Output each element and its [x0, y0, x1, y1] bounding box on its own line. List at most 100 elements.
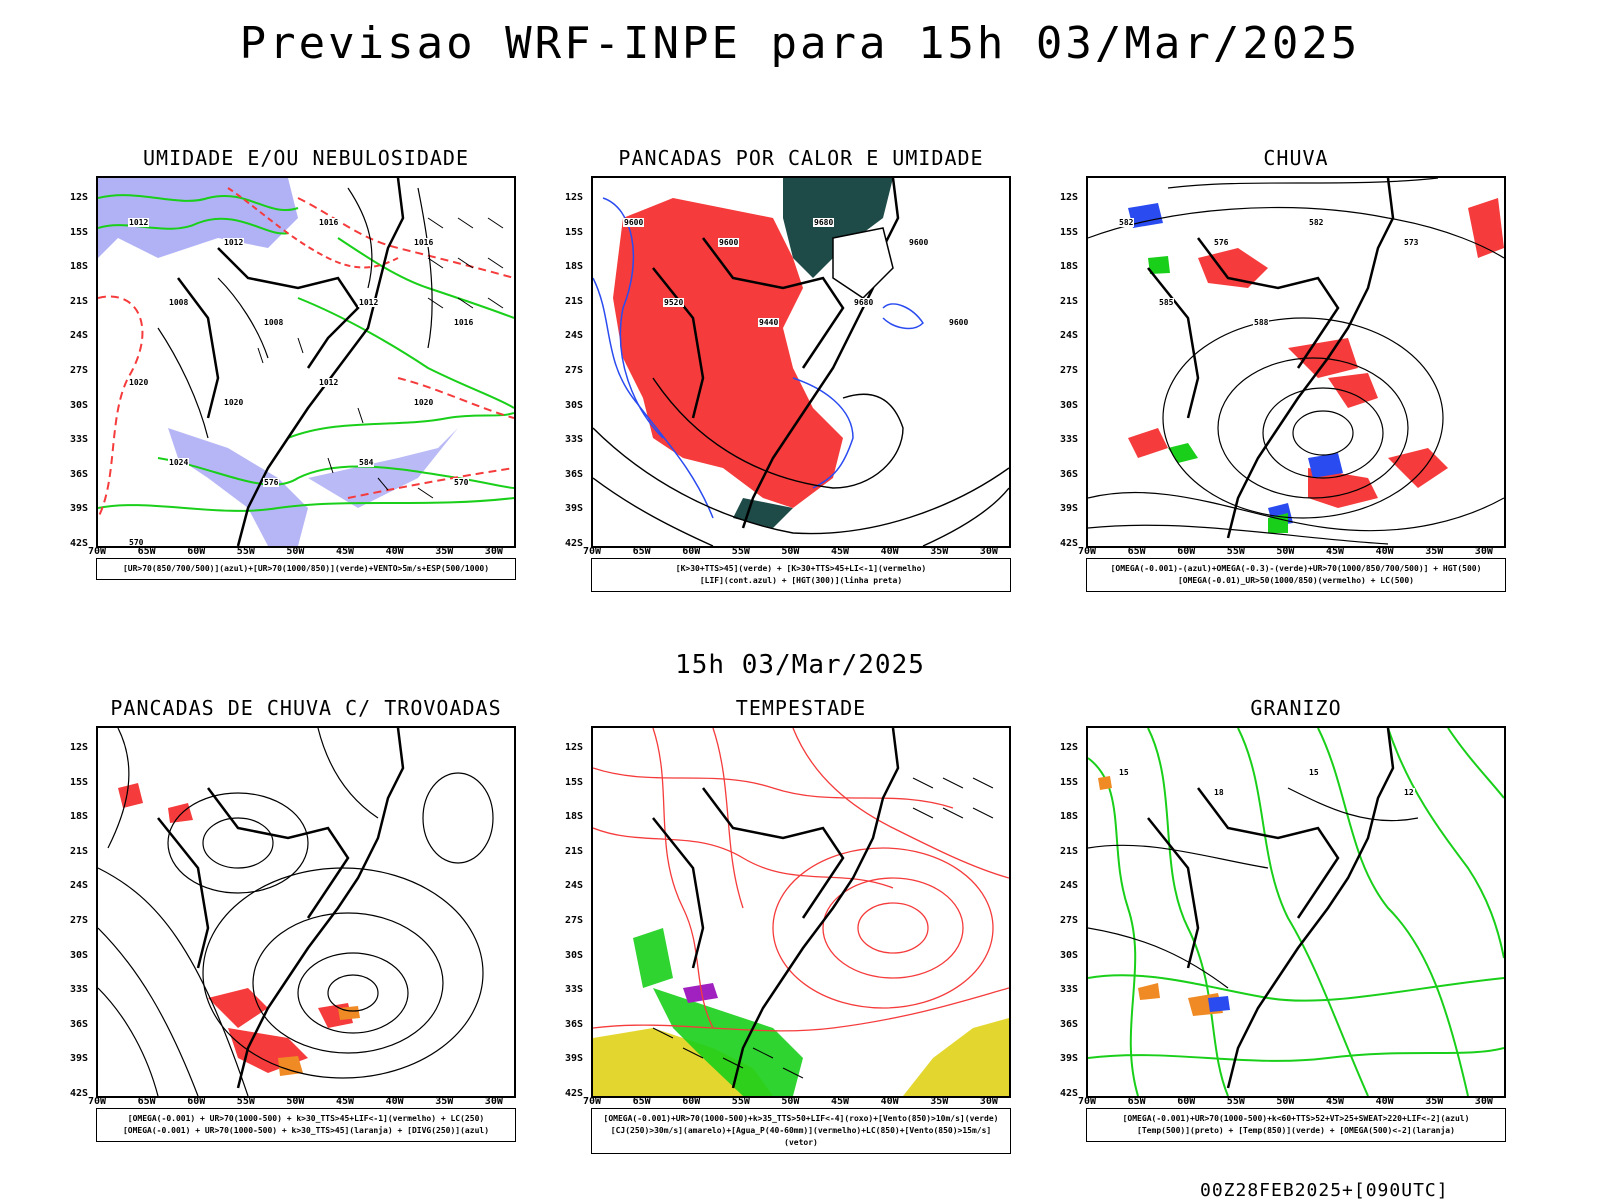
lat-label: 42S: [565, 538, 584, 549]
lon-label: 70W: [88, 1096, 107, 1107]
lon-label: 55W: [236, 546, 255, 557]
panel-legend: [OMEGA(-0.001)-(azul)+OMEGA(-0.3)-(verde…: [1086, 558, 1506, 592]
lat-label: 15S: [565, 776, 584, 788]
lat-label: 27S: [565, 365, 584, 376]
contour-label: 18: [1213, 788, 1225, 797]
contour-label: 1008: [168, 298, 190, 307]
lon-label: 70W: [88, 546, 107, 557]
lat-label: 39S: [1060, 1053, 1079, 1065]
lon-label: 35W: [1425, 546, 1444, 557]
panel-legend: [OMEGA(-0.001) + UR>70(1000-500) + k>30_…: [96, 1108, 516, 1142]
lon-label: 45W: [1326, 546, 1345, 557]
contour-label: 1016: [318, 218, 340, 227]
lat-label: 36S: [565, 1018, 584, 1030]
lon-label: 40W: [1375, 546, 1394, 557]
contour-label: 1012: [128, 218, 150, 227]
lat-label: 24S: [1060, 330, 1079, 342]
contour-label: 9440: [758, 318, 780, 327]
lat-label: 33S: [565, 984, 584, 996]
lon-label: 65W: [137, 1096, 156, 1107]
lon-label: 40W: [385, 546, 404, 557]
contour-label: 9600: [948, 318, 970, 327]
lon-label: 45W: [831, 1096, 850, 1107]
lat-label: 42S: [70, 1088, 89, 1099]
lat-label: 24S: [565, 330, 584, 342]
lon-label: 65W: [632, 546, 651, 557]
map-frame[interactable]: 15 18 15 12: [1086, 726, 1506, 1098]
lat-label: 42S: [70, 538, 89, 549]
contour-label: 1020: [413, 398, 435, 407]
lat-label: 30S: [70, 399, 89, 411]
lat-label: 15S: [70, 776, 89, 788]
map-frame[interactable]: 1012 1012 1016 1016 1008 1008 1012 1016 1020 1020…: [96, 176, 516, 548]
lat-label: 24S: [70, 880, 89, 892]
lon-label: 55W: [731, 546, 750, 557]
panel-legend: [UR>70(850/700/500)](azul)+[UR>70(1000/8…: [96, 558, 516, 580]
contour-label: 582: [1118, 218, 1135, 227]
contour-label: 1020: [128, 378, 150, 387]
lon-label: 35W: [930, 546, 949, 557]
lat-label: 36S: [1060, 1018, 1079, 1030]
lat-label: 39S: [1060, 503, 1079, 515]
panel-title: TEMPESTADE: [735, 696, 867, 720]
legend-line: [LIF](cont.azul) + [HGT(300)](linha pret…: [699, 576, 903, 585]
map-plot: [1088, 728, 1504, 1096]
contour-label: 585: [1158, 298, 1175, 307]
lat-label: 21S: [565, 295, 584, 307]
lat-label: 42S: [1060, 1088, 1079, 1099]
lat-label: 27S: [1060, 915, 1079, 926]
legend-line: [OMEGA(-0.01)_UR>50(1000/850)(vermelho) …: [1177, 576, 1414, 585]
lon-label: 70W: [583, 546, 602, 557]
lon-label: 50W: [781, 546, 800, 557]
lat-label: 36S: [70, 468, 89, 480]
lon-label: 70W: [583, 1096, 602, 1107]
lat-label: 15S: [70, 226, 89, 238]
contour-label: 584: [358, 458, 375, 467]
lat-label: 33S: [1060, 984, 1079, 996]
lat-label: 12S: [1060, 192, 1079, 203]
lon-label: 45W: [831, 546, 850, 557]
lon-label: 30W: [1474, 546, 1493, 557]
lon-label: 60W: [187, 546, 206, 557]
contour-label: 15: [1308, 768, 1320, 777]
contour-label: 9600: [908, 238, 930, 247]
map-frame[interactable]: [591, 726, 1011, 1098]
lon-label: 45W: [1326, 1096, 1345, 1107]
lat-label: 21S: [70, 295, 89, 307]
lon-label: 65W: [1127, 1096, 1146, 1107]
lon-label: 30W: [484, 1096, 503, 1107]
panel-legend: [OMEGA(-0.001)+UR>70(1000-500)+k<60+TTS>…: [1086, 1108, 1506, 1142]
lat-label: 36S: [70, 1018, 89, 1030]
lon-label: 40W: [880, 546, 899, 557]
map-frame[interactable]: 582 576 582 573 585 588: [1086, 176, 1506, 548]
lon-label: 65W: [1127, 546, 1146, 557]
contour-label: 570: [128, 538, 145, 547]
contour-label: 9680: [813, 218, 835, 227]
panel-title: GRANIZO: [1250, 696, 1342, 720]
lat-label: 42S: [1060, 538, 1079, 549]
lat-label: 21S: [1060, 295, 1079, 307]
lon-label: 60W: [682, 546, 701, 557]
lat-label: 39S: [70, 503, 89, 515]
lat-label: 18S: [565, 261, 584, 273]
lon-label: 40W: [1375, 1096, 1394, 1107]
contour-label: 1016: [413, 238, 435, 247]
lat-label: 33S: [1060, 434, 1079, 446]
lat-label: 24S: [1060, 880, 1079, 892]
contour-label: 576: [263, 478, 280, 487]
lon-label: 30W: [484, 546, 503, 557]
lat-label: 27S: [70, 915, 89, 926]
legend-line: [CJ(250)>30m/s](amarelo)+[Agua_P(40-60mm…: [610, 1126, 992, 1147]
map-frame[interactable]: [96, 726, 516, 1098]
map-plot: [593, 178, 1009, 546]
lon-label: 45W: [336, 546, 355, 557]
lon-label: 50W: [1276, 546, 1295, 557]
map-plot: [593, 728, 1009, 1096]
panel-legend: [K>30+TTS>45](verde) + [K>30+TTS>45+LI<-…: [591, 558, 1011, 592]
map-frame[interactable]: 9600 9600 9680 9600 9520 9440 9680 9600: [591, 176, 1011, 548]
lon-label: 60W: [1177, 546, 1196, 557]
contour-label: 1012: [318, 378, 340, 387]
contour-label: 573: [1403, 238, 1420, 247]
contour-label: 576: [1213, 238, 1230, 247]
lat-label: 18S: [565, 811, 584, 823]
